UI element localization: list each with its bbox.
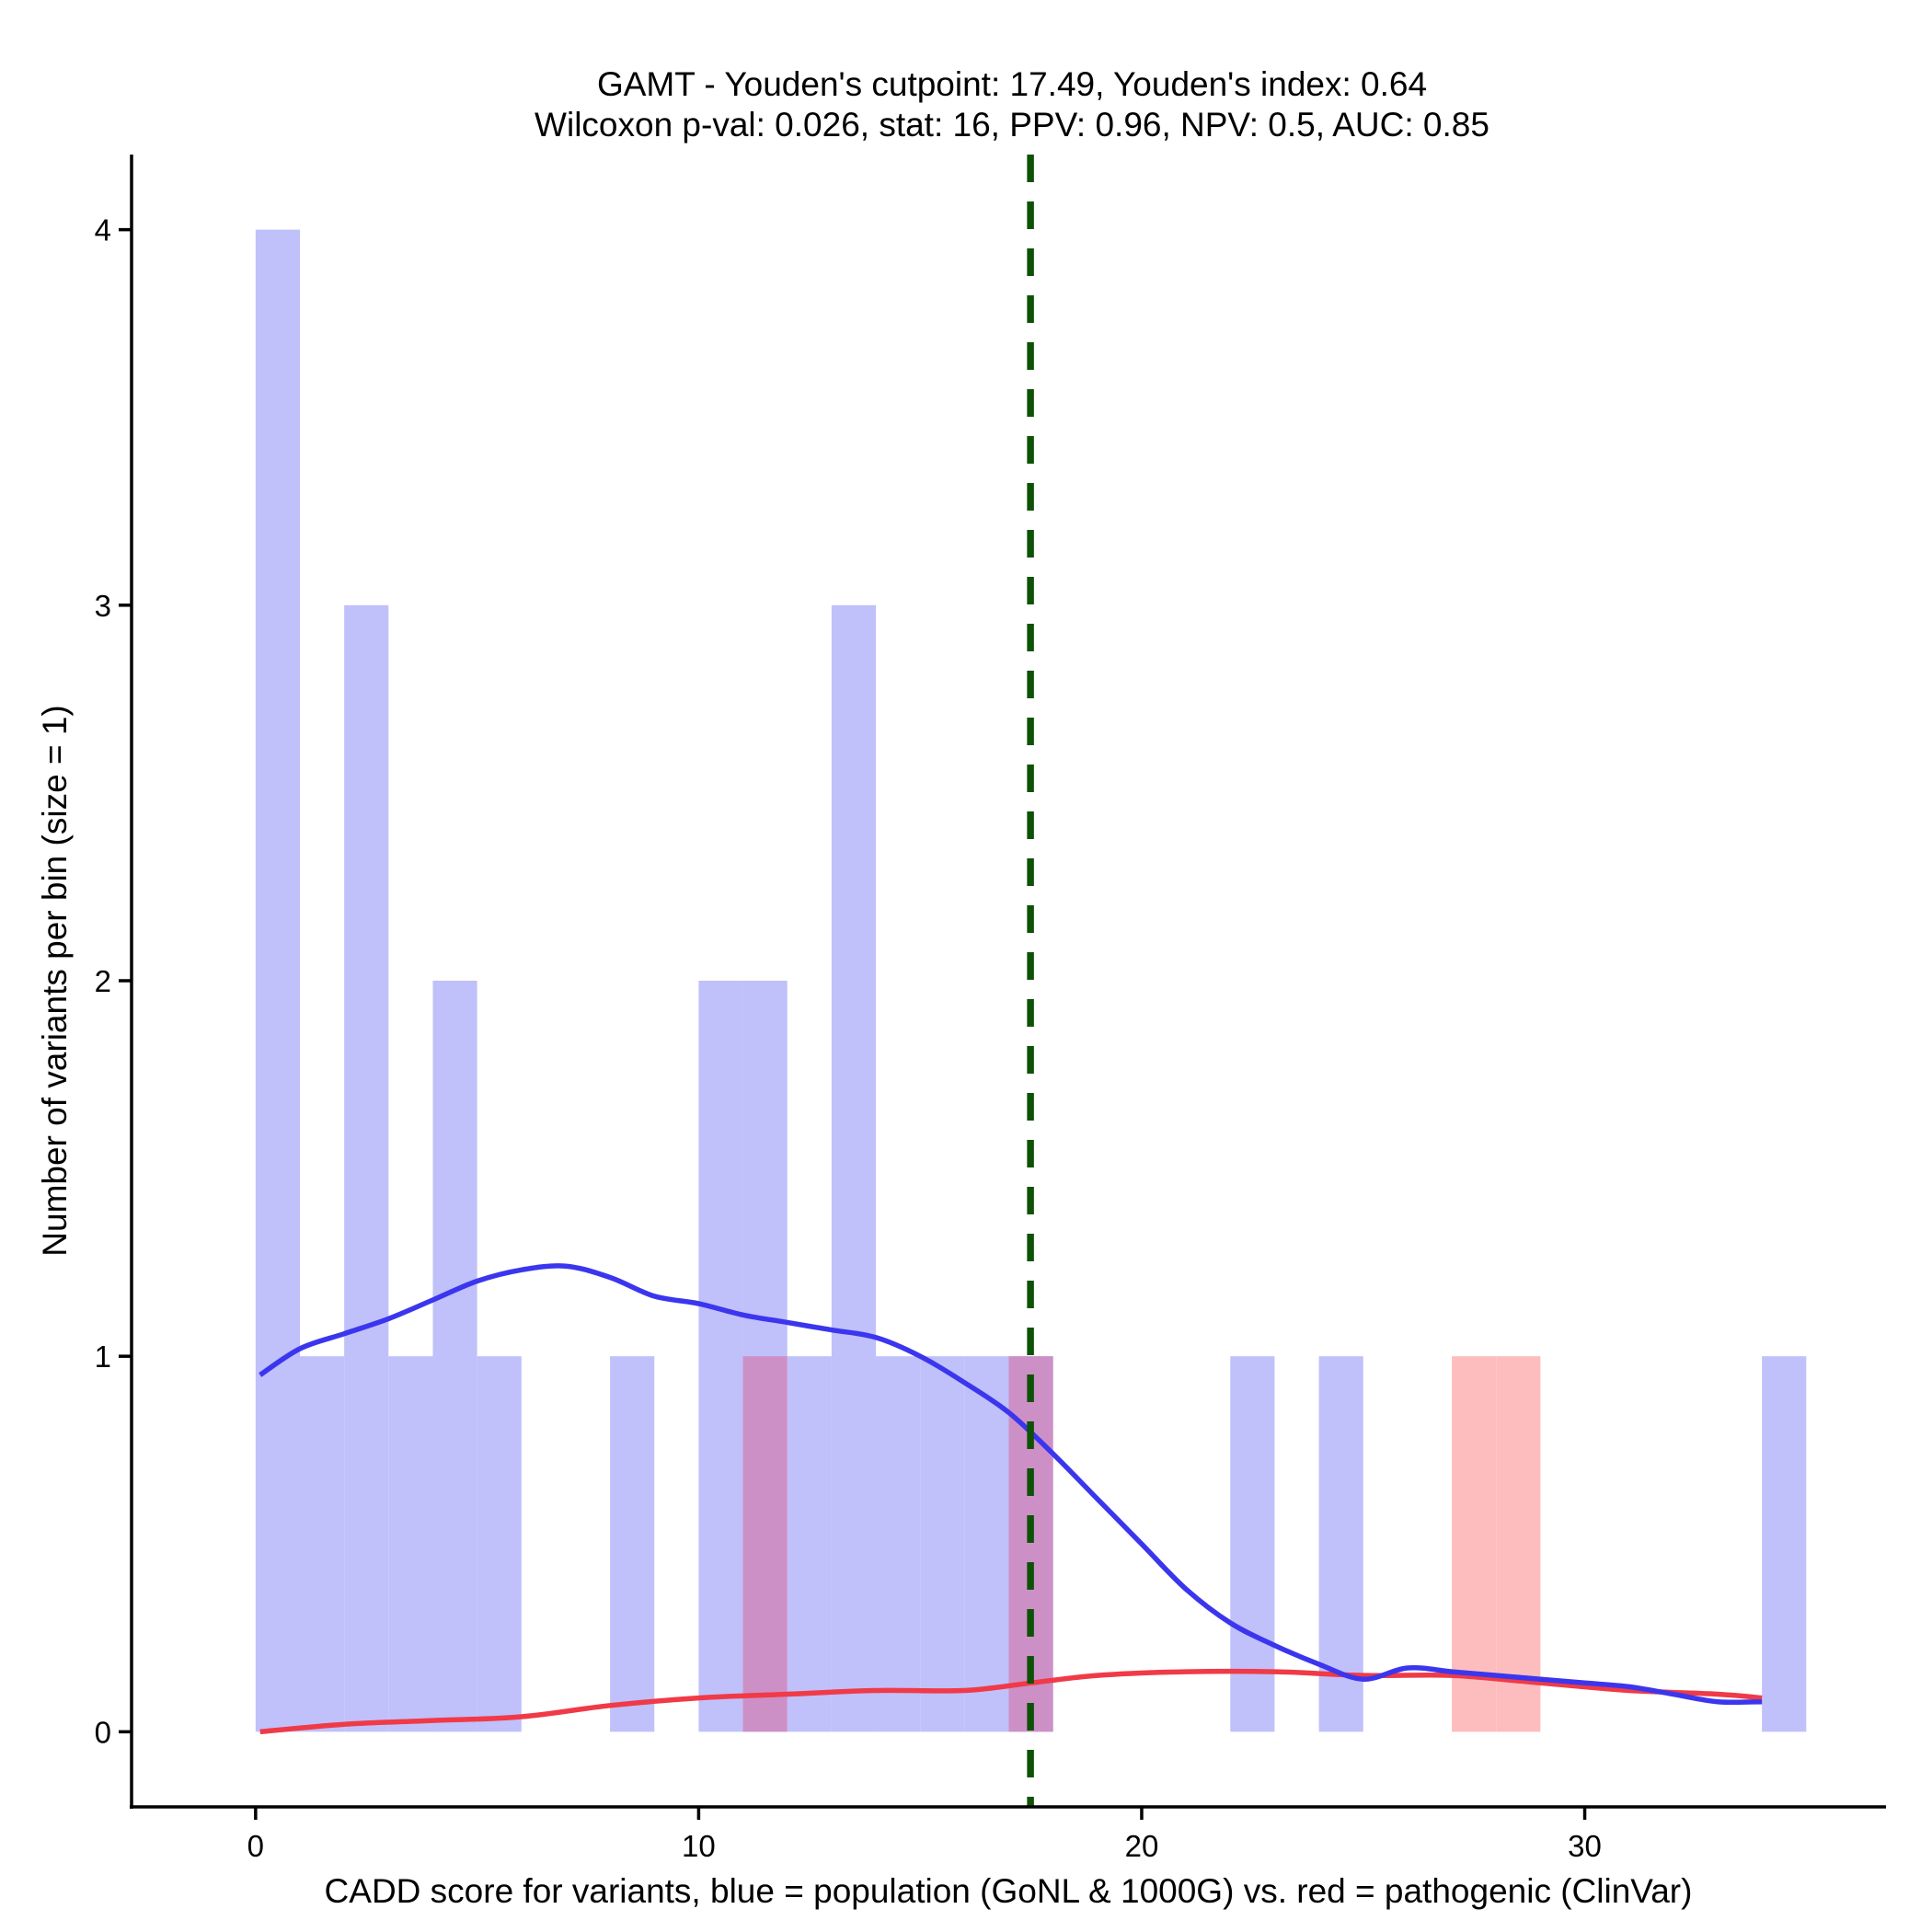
population-bar [255, 229, 300, 1732]
population-bar [920, 1356, 965, 1732]
overlap-bar [742, 1356, 788, 1732]
x-axis-label: CADD score for variants, blue = populati… [325, 1872, 1693, 1910]
chart-title-line2: Wilcoxon p-val: 0.026, stat: 16, PPV: 0.… [535, 106, 1489, 144]
population-bar [388, 1356, 433, 1732]
population-bar [1762, 1356, 1807, 1732]
population-bar [610, 1356, 655, 1732]
x-tick-label: 30 [1568, 1829, 1602, 1863]
y-tick-label: 3 [95, 589, 111, 623]
y-axis-ticks: 0 1 2 3 4 [95, 213, 132, 1749]
x-axis-ticks: 0 10 20 30 [247, 1807, 1602, 1863]
y-tick-label: 4 [95, 213, 111, 247]
y-axis-label: Number of variants per bin (size = 1) [36, 705, 74, 1256]
population-bar [787, 1356, 832, 1732]
population-bar [1230, 1356, 1275, 1732]
y-tick-label: 1 [95, 1340, 111, 1374]
population-bar [964, 1356, 1009, 1732]
x-tick-label: 0 [247, 1829, 264, 1863]
population-bar [432, 981, 477, 1732]
x-tick-label: 10 [682, 1829, 716, 1863]
pathogenic-bar [1496, 1356, 1541, 1732]
population-bar [299, 1356, 345, 1732]
population-bar [477, 1356, 522, 1732]
x-tick-label: 20 [1125, 1829, 1159, 1863]
population-bar [831, 604, 877, 1732]
population-bar [344, 604, 389, 1732]
population-bar [876, 1356, 921, 1732]
y-tick-label: 2 [95, 964, 111, 998]
pathogenic-bar [1452, 1356, 1497, 1732]
y-tick-label: 0 [95, 1715, 111, 1749]
population-density-line [259, 1263, 1763, 1706]
population-bar [698, 981, 743, 1732]
chart-title-line1: GAMT - Youden's cutpoint: 17.49, Youden'… [597, 65, 1427, 103]
